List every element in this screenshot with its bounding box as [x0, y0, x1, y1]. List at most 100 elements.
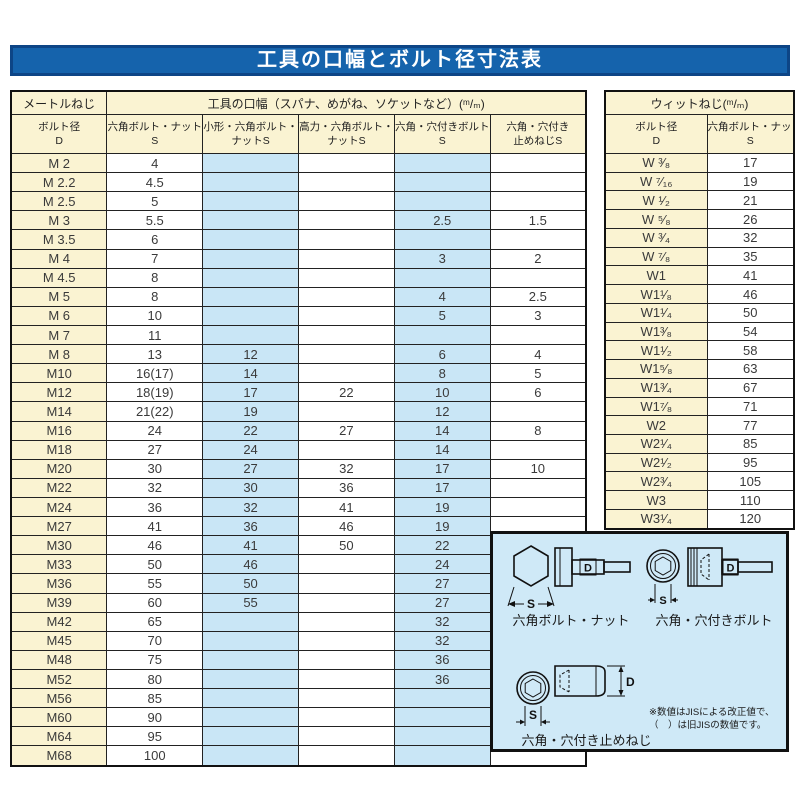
- whitworth-table-group-header: ウィットねじ(ᵐ/ₘ): [604, 90, 795, 115]
- cell-high-strength: [297, 344, 395, 365]
- hex-bolt-caption: 六角ボルト・ナット: [512, 613, 630, 628]
- table-row: M30 46 41 50 22: [10, 535, 587, 556]
- table-row: M 4 7 3 2: [10, 248, 587, 269]
- jis-note-line1: ※数値はJISによる改正値で、: [649, 707, 775, 718]
- table-row: W2¹⁄₂ 95: [604, 452, 795, 473]
- table-row: W ⁷⁄₁₆ 19: [604, 171, 795, 192]
- column-header-line2: S: [746, 135, 754, 147]
- cell-bolt-d: W ⁵⁄₈: [604, 209, 708, 229]
- cell-high-strength: [297, 191, 395, 212]
- cell-set-screw: 4: [489, 344, 587, 365]
- cell-hex: 13: [106, 344, 204, 365]
- whitworth-table: ウィットねじ(ᵐ/ₘ) ボルト径 D 六角ボルト・ナット S W ³⁄₈ 17: [604, 90, 795, 530]
- cell-small-hex: [202, 210, 299, 231]
- cell-socket-bolt: 14: [393, 439, 491, 460]
- cell-bolt-d: W1⁵⁄₈: [604, 359, 708, 379]
- cell-hex: 30: [106, 458, 204, 479]
- cell-small-hex: [202, 267, 299, 288]
- cell-hex: 95: [706, 452, 795, 473]
- table-row: M 5 8 4 2.5: [10, 286, 587, 307]
- cell-hex: 10: [106, 305, 204, 326]
- table-row: W ³⁄₈ 17: [604, 153, 795, 173]
- cell-hex: 90: [106, 707, 204, 728]
- cell-high-strength: [297, 152, 395, 174]
- bolt-diagrams: S D S: [507, 545, 773, 726]
- column-header-line1: 六角ボルト・ナット: [107, 120, 202, 133]
- cell-bolt-d: W1¹⁄₈: [604, 284, 708, 304]
- table-row: M 3 5.5 2.5 1.5: [10, 210, 587, 231]
- cell-bolt-d: M22: [10, 477, 108, 498]
- table-row: W3¹⁄₄ 120: [604, 508, 795, 530]
- cell-set-screw: 8: [489, 420, 587, 441]
- cell-small-hex: 55: [202, 592, 299, 613]
- column-header-line2: D: [55, 135, 63, 147]
- metric-table-column-header: ボルト径 D 六角ボルト・ナット S 小形・六角ボルト・ ナットS 高力・六角ボ…: [10, 114, 587, 154]
- cell-bolt-d: M52: [10, 668, 108, 690]
- cell-socket-bolt: 17: [393, 477, 491, 498]
- cell-small-hex: [202, 649, 299, 670]
- cell-socket-bolt: 17: [393, 458, 491, 479]
- cell-bolt-d: M48: [10, 649, 108, 670]
- d-dimension-label: D: [626, 675, 635, 689]
- cell-high-strength: [297, 401, 395, 422]
- cell-high-strength: 41: [297, 496, 395, 518]
- table-row: W1¹⁄₈ 46: [604, 284, 795, 304]
- column-header-line1: ボルト径: [38, 120, 81, 133]
- table-row: W2³⁄₄ 105: [604, 471, 795, 492]
- cell-small-hex: [202, 191, 299, 212]
- cell-small-hex: 19: [202, 401, 299, 422]
- column-header-line2: S: [151, 135, 159, 147]
- column-header-small-hex: 小形・六角ボルト・ ナットS: [202, 114, 299, 154]
- column-header-line1: ボルト径: [635, 120, 678, 133]
- set-screw-caption: 六角・穴付き止めねじ: [521, 733, 652, 748]
- cell-small-hex: [202, 707, 299, 728]
- table-row: M 2.5 5: [10, 191, 587, 212]
- cell-bolt-d: W3: [604, 490, 708, 510]
- cell-hex: 32: [706, 227, 795, 248]
- set-screw-side-diagram: D: [554, 665, 635, 697]
- column-header-set-screw: 六角・穴付き 止めねじS: [489, 114, 587, 154]
- cell-bolt-d: M 3.5: [10, 229, 108, 250]
- cell-high-strength: [297, 592, 395, 613]
- cell-small-hex: 30: [202, 477, 299, 498]
- cell-socket-bolt: 14: [393, 420, 491, 441]
- cell-bolt-d: W1⁷⁄₈: [604, 396, 708, 417]
- cell-small-hex: [202, 324, 299, 346]
- cell-bolt-d: M33: [10, 554, 108, 575]
- cell-hex: 8: [106, 286, 204, 307]
- cell-socket-bolt: 27: [393, 592, 491, 613]
- cell-bolt-d: W2¹⁄₄: [604, 434, 708, 454]
- page-title: 工具の口幅とボルト径寸法表: [10, 45, 790, 76]
- cell-socket-bolt: [393, 152, 491, 174]
- table-row: M24 36 32 41 19: [10, 496, 587, 518]
- cell-high-strength: [297, 745, 395, 767]
- cell-hex: 32: [106, 477, 204, 498]
- cell-bolt-d: M 6: [10, 305, 108, 326]
- cell-hex: 60: [106, 592, 204, 613]
- diagram-panel: S D S: [490, 531, 789, 752]
- cell-high-strength: 46: [297, 516, 395, 537]
- cell-small-hex: [202, 172, 299, 193]
- cell-high-strength: [297, 286, 395, 307]
- s-dimension-label: S: [529, 708, 537, 722]
- cell-hex: 7: [106, 248, 204, 269]
- cell-set-screw: [489, 324, 587, 346]
- cell-set-screw: [489, 229, 587, 250]
- cell-high-strength: [297, 707, 395, 728]
- cell-bolt-d: W ¹⁄₂: [604, 190, 708, 211]
- cell-bolt-d: W3¹⁄₄: [604, 508, 708, 530]
- hex-bolt-front-diagram: S: [507, 545, 555, 611]
- cell-hex: 21(22): [106, 401, 204, 422]
- cell-socket-bolt: [393, 324, 491, 346]
- cell-hex: 5.5: [106, 210, 204, 231]
- cell-hex: 11: [106, 324, 204, 346]
- metric-table-body: M 2 4 M 2.2 4.5 M 2.5: [10, 152, 587, 767]
- cell-small-hex: [202, 305, 299, 326]
- cell-hex: 16(17): [106, 363, 204, 384]
- cell-set-screw: [489, 439, 587, 460]
- table-row: W1¹⁄₄ 50: [604, 302, 795, 323]
- cell-hex: 17: [706, 153, 795, 173]
- cell-high-strength: [297, 172, 395, 193]
- cell-socket-bolt: 4: [393, 286, 491, 307]
- table-row: M 2.2 4.5: [10, 172, 587, 193]
